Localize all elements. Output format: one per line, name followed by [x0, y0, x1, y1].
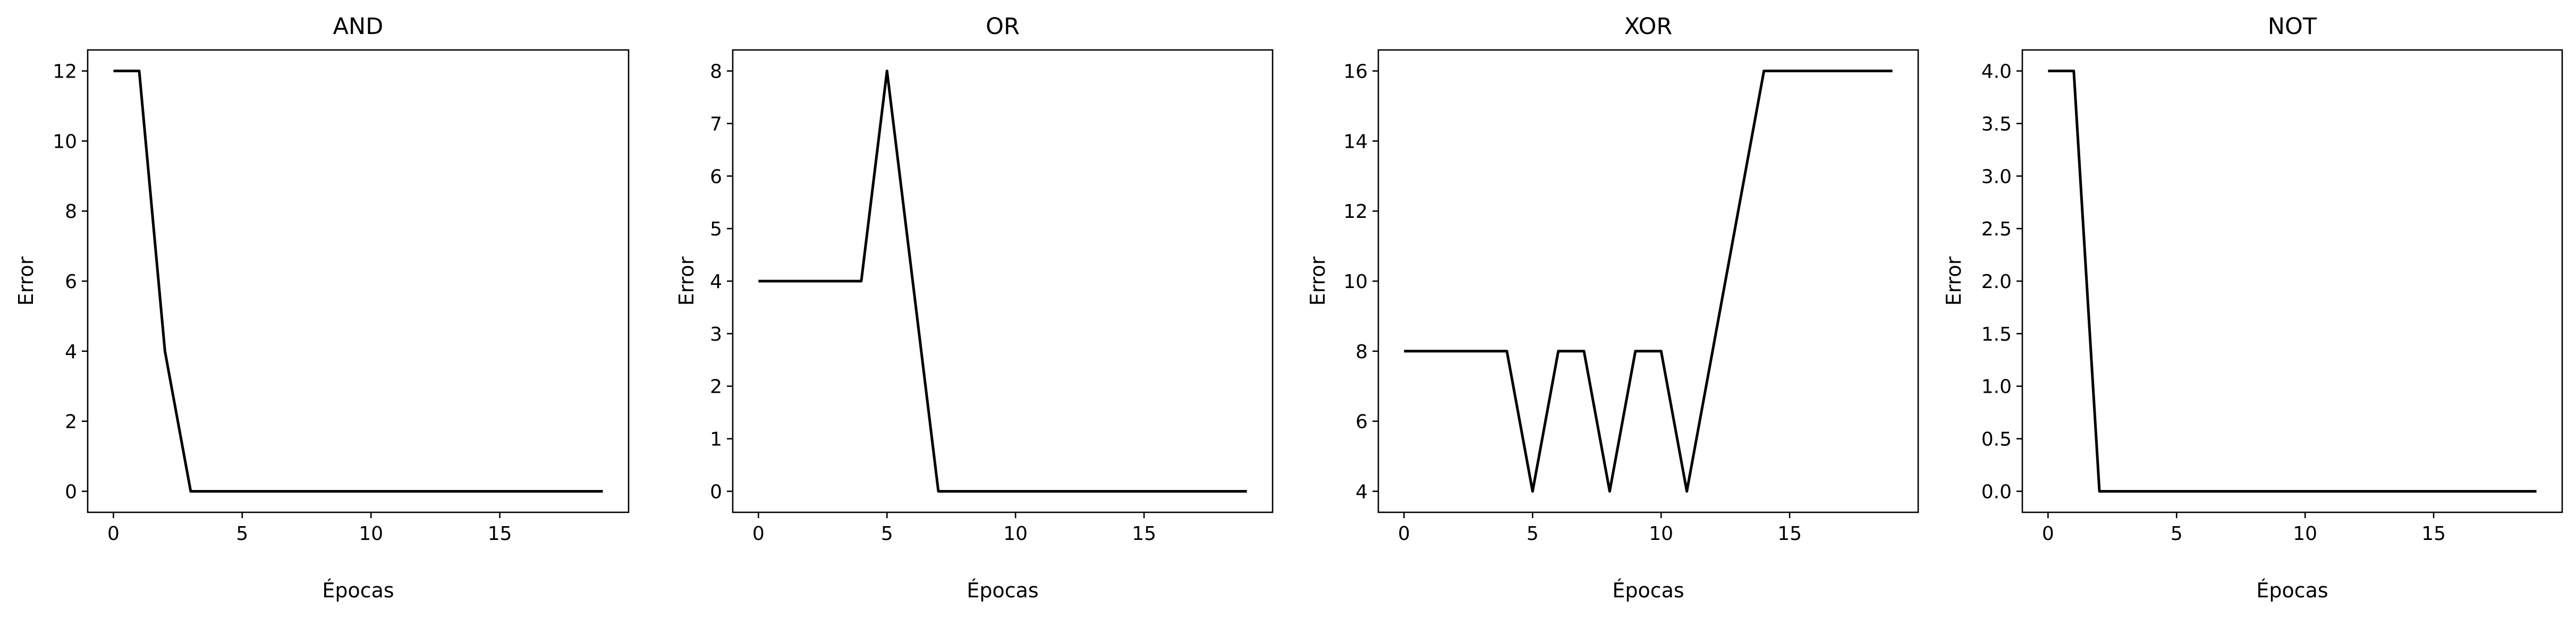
x-tick-label: 15	[2421, 523, 2446, 545]
x-tick-label: 10	[1649, 523, 1673, 545]
y-tick-label: 8	[65, 201, 77, 223]
y-tick-label: 0.0	[1981, 481, 2012, 503]
x-tick-label: 0	[1398, 523, 1410, 545]
y-tick-label: 7	[710, 113, 722, 135]
y-tick-label: 3	[710, 324, 722, 345]
series-line	[1404, 70, 1893, 493]
subplot-and: AND 0 5 10 15 0 2 4 6 8 10 12 Épocas Error	[14, 13, 630, 602]
y-tick-label: 12	[1343, 201, 1368, 223]
series-line	[758, 70, 1247, 493]
y-axis-label: Error	[675, 256, 698, 306]
y-tick-label: 2.5	[1981, 218, 2012, 240]
y-tick-label: 0.5	[1981, 429, 2012, 451]
x-tick-label: 15	[488, 523, 512, 545]
y-tick-label: 8	[710, 61, 722, 83]
y-tick-label: 8	[1355, 341, 1368, 363]
x-tick-label: 0	[752, 523, 765, 545]
y-tick-label: 6	[65, 271, 77, 293]
y-axis-label: Error	[1942, 256, 1965, 306]
y-tick-label: 4	[1355, 481, 1368, 503]
y-tick-label: 4	[710, 271, 722, 293]
chart-title: XOR	[1624, 13, 1672, 40]
y-tick-label: 2	[65, 411, 77, 433]
y-tick-label: 2.0	[1981, 271, 2012, 293]
x-tick-label: 0	[2042, 523, 2054, 545]
plot-frame	[1377, 49, 1919, 513]
chart-title: OR	[986, 13, 1020, 40]
x-tick-label: 15	[1777, 523, 1802, 545]
y-tick-label: 10	[53, 131, 77, 153]
y-tick-label: 3.0	[1981, 166, 2012, 188]
y-tick-label: 1	[710, 429, 722, 451]
series-line	[2048, 70, 2537, 493]
plot-frame	[87, 49, 630, 513]
y-tick-label: 4.0	[1981, 61, 2012, 83]
y-tick-label: 12	[53, 61, 77, 83]
x-tick-label: 5	[881, 523, 893, 545]
plot-frame	[732, 49, 1274, 513]
x-axis-label: Épocas	[2256, 579, 2328, 602]
subplot-not: NOT 0 5 10 15 0.0 0.5 1.0 1.5 2.0 2.5 3.0 3.5 4.0 Ép…	[1942, 13, 2563, 602]
x-tick-label: 5	[236, 523, 248, 545]
chart-title: NOT	[2268, 13, 2317, 40]
y-tick-label: 14	[1343, 131, 1368, 153]
y-tick-label: 10	[1343, 271, 1368, 293]
y-tick-label: 4	[65, 341, 77, 363]
y-tick-label: 5	[710, 218, 722, 240]
chart-title: AND	[333, 13, 384, 40]
x-tick-label: 0	[107, 523, 120, 545]
subplot-xor: XOR 0 5 10 15 4 6 8 10 12 14 16 Épocas Error	[1306, 13, 1919, 602]
x-axis-label: Épocas	[967, 579, 1038, 602]
y-axis-label: Error	[14, 256, 38, 306]
x-tick-label: 5	[2171, 523, 2183, 545]
y-tick-label: 16	[1343, 61, 1368, 83]
y-tick-label: 6	[710, 166, 722, 188]
plot-frame	[2021, 49, 2563, 513]
y-tick-label: 3.5	[1981, 113, 2012, 135]
y-tick-label: 6	[1355, 411, 1368, 433]
y-tick-label: 1.5	[1981, 324, 2012, 345]
x-tick-label: 10	[359, 523, 383, 545]
y-tick-label: 1.0	[1981, 376, 2012, 398]
y-axis-label: Error	[1306, 256, 1329, 306]
x-tick-label: 10	[2293, 523, 2317, 545]
y-tick-label: 0	[65, 481, 77, 503]
y-tick-label: 0	[710, 481, 722, 503]
x-tick-label: 5	[1527, 523, 1539, 545]
subplot-or: OR 0 5 10 15 0 1 2 3 4 5 6 7 8 Épocas Error	[675, 13, 1274, 602]
y-tick-label: 2	[710, 376, 722, 398]
x-tick-label: 15	[1132, 523, 1156, 545]
series-line	[113, 70, 603, 493]
x-axis-label: Épocas	[322, 579, 394, 602]
x-axis-label: Épocas	[1612, 579, 1684, 602]
x-tick-label: 10	[1003, 523, 1028, 545]
